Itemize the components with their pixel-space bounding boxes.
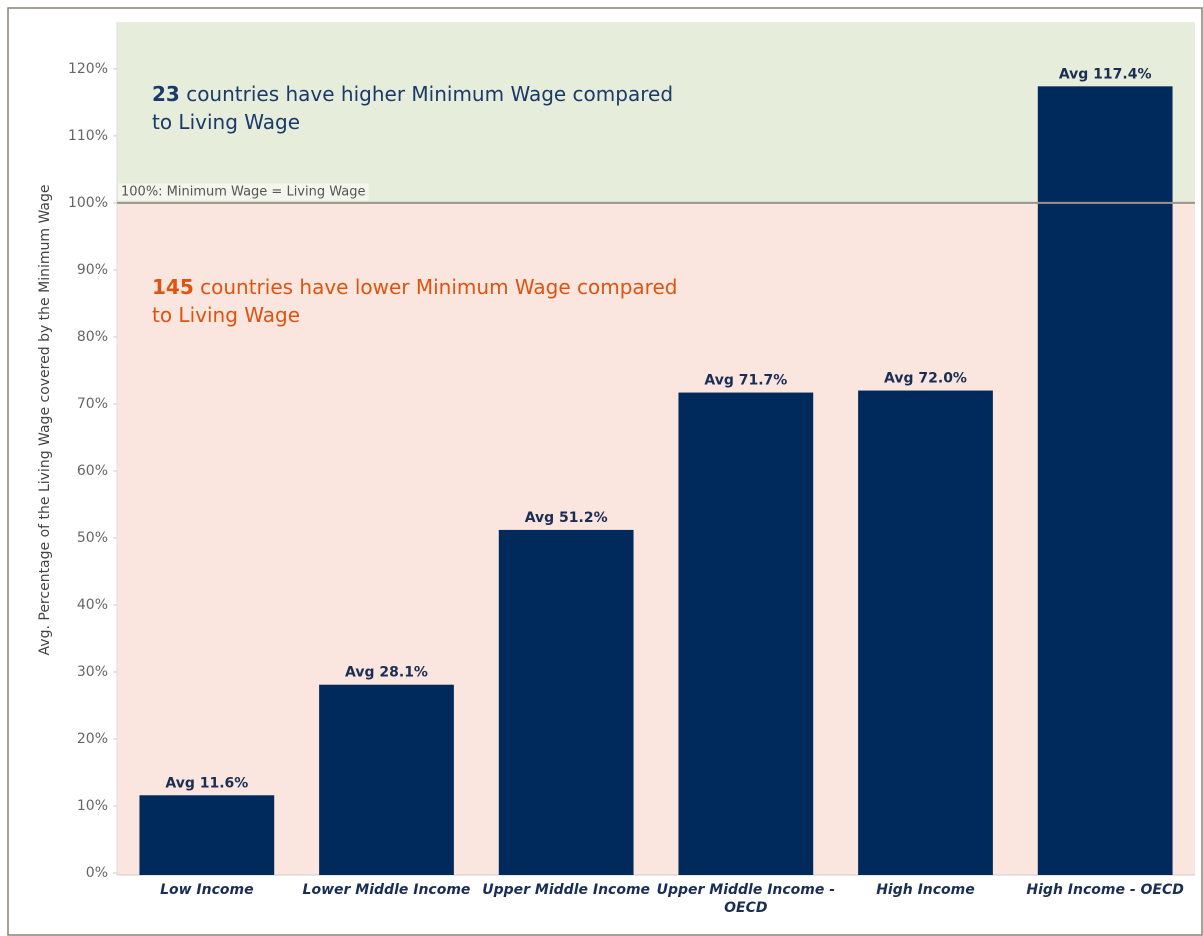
y-tick-label: 120% bbox=[68, 61, 108, 77]
y-tick-label: 0% bbox=[86, 865, 108, 881]
x-tick-label: High Income - OECD bbox=[1026, 882, 1184, 898]
x-tick-label: Low Income bbox=[160, 882, 254, 898]
y-tick-label: 80% bbox=[77, 329, 108, 345]
bar bbox=[139, 795, 275, 875]
band-below bbox=[117, 202, 1195, 875]
reference-label-bg bbox=[118, 183, 369, 201]
y-axis-title: Avg. Percentage of the Living Wage cover… bbox=[37, 185, 53, 656]
value-label: Avg 51.2% bbox=[525, 510, 608, 526]
y-tick-label: 90% bbox=[77, 262, 108, 278]
x-tick-label: Upper Middle Income - OECD bbox=[656, 882, 836, 916]
annotation-count: 23 bbox=[152, 82, 180, 106]
x-tick: Lower Middle Income bbox=[302, 882, 471, 898]
annotation-count: 145 bbox=[152, 275, 194, 299]
x-tick: Upper Middle Income - OECD bbox=[656, 882, 836, 916]
y-tick-label: 60% bbox=[77, 463, 108, 479]
annotation-text: 23 countries have higher Minimum Wage co… bbox=[152, 80, 692, 136]
value-label: Avg 11.6% bbox=[165, 775, 248, 791]
x-tick: High Income bbox=[876, 882, 975, 898]
annotation: 145 countries have lower Minimum Wage co… bbox=[152, 273, 692, 329]
y-tick-label: 50% bbox=[77, 530, 108, 546]
y-tick-label: 40% bbox=[77, 597, 108, 613]
annotation-body: countries have higher Minimum Wage compa… bbox=[152, 82, 674, 134]
annotation-text: 145 countries have lower Minimum Wage co… bbox=[152, 273, 692, 329]
value-label: Avg 72.0% bbox=[884, 371, 967, 387]
x-tick: Low Income bbox=[160, 882, 254, 898]
x-tick-label: High Income bbox=[876, 882, 975, 898]
reference-label: 100%: Minimum Wage = Living Wage bbox=[121, 184, 365, 199]
annotation-body: countries have lower Minimum Wage compar… bbox=[152, 275, 678, 327]
bar bbox=[678, 392, 814, 875]
x-tick: Upper Middle Income bbox=[482, 882, 651, 898]
bar bbox=[1037, 86, 1173, 875]
value-label: Avg 28.1% bbox=[345, 665, 428, 681]
bar bbox=[319, 684, 454, 875]
y-tick-label: 20% bbox=[77, 731, 108, 747]
frame bbox=[7, 7, 1203, 936]
x-tick-label: Upper Middle Income bbox=[482, 882, 651, 898]
y-tick-label: 110% bbox=[68, 128, 108, 144]
x-tick-label: Lower Middle Income bbox=[302, 882, 471, 898]
y-tick-label: 100% bbox=[68, 195, 108, 211]
y-tick-label: 70% bbox=[77, 396, 108, 412]
value-label: Avg 117.4% bbox=[1059, 66, 1152, 82]
y-tick-label: 10% bbox=[77, 798, 108, 814]
band-above bbox=[117, 22, 1195, 203]
bar bbox=[858, 390, 993, 875]
value-label: Avg 71.7% bbox=[704, 373, 787, 389]
annotation: 23 countries have higher Minimum Wage co… bbox=[152, 80, 692, 136]
y-tick-label: 30% bbox=[77, 664, 108, 680]
x-tick: High Income - OECD bbox=[1026, 882, 1184, 898]
bar bbox=[498, 529, 634, 875]
